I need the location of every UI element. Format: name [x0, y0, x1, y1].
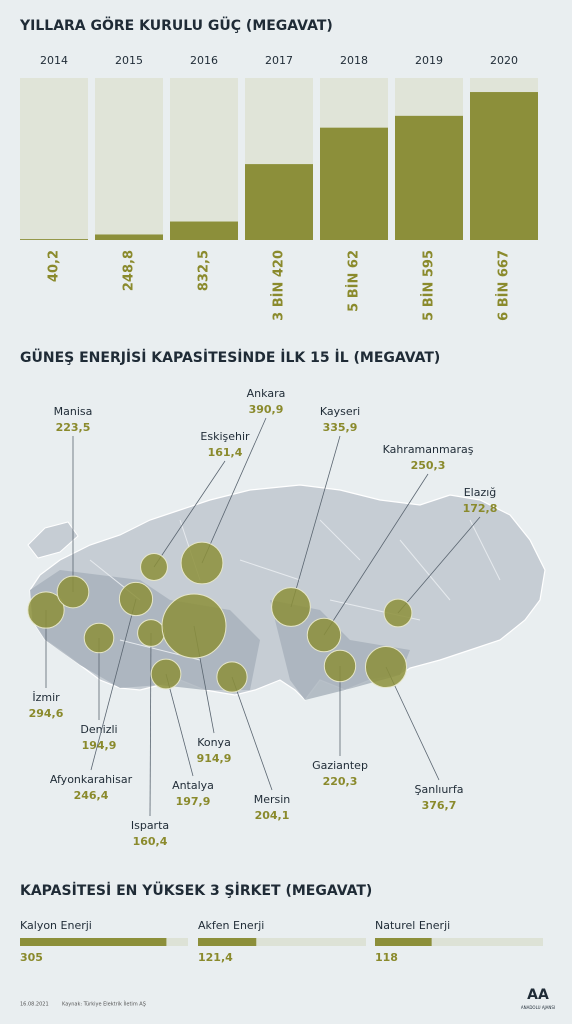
value-label: 305: [20, 951, 43, 964]
bar: [95, 234, 163, 240]
value-label: 194,9: [82, 739, 117, 752]
x-tick-label: 2014: [40, 54, 68, 67]
bar-background: [20, 78, 88, 240]
bubble: [180, 541, 224, 585]
bar: [245, 164, 313, 240]
x-tick-label: 2017: [265, 54, 293, 67]
leader-line: [323, 473, 429, 636]
city-name: Şanlıurfa: [415, 783, 464, 796]
bubble: [383, 598, 413, 628]
bubble: [216, 661, 248, 693]
leader-line: [201, 417, 267, 564]
value-label: 197,9: [176, 795, 211, 808]
value-label: 390,9: [249, 403, 284, 416]
value-label: 5 BİN 62: [346, 250, 362, 312]
company-name: Naturel Enerji: [375, 919, 450, 932]
bar: [320, 127, 388, 240]
bubble: [27, 591, 65, 629]
x-tick-label: 2020: [490, 54, 518, 67]
leader-line: [153, 460, 226, 568]
bubble: [364, 645, 408, 689]
value-label: 6 BİN 667: [496, 250, 512, 321]
bar-background: [198, 938, 366, 946]
value-label: 172,8: [463, 502, 498, 515]
agency: ANADOLU AJANSI: [521, 1005, 555, 1010]
chart-title: KAPASİTESİ EN YÜKSEK 3 ŞİRKET (MEGAVAT): [20, 881, 372, 899]
value-label: 204,1: [255, 809, 290, 822]
source: Kaynak: Türkiye Elektrik İletim AŞ: [62, 1001, 146, 1008]
bubble: [83, 622, 115, 654]
value-label: 5 BİN 595: [421, 250, 437, 321]
value-label: 160,4: [133, 835, 168, 848]
bubble: [140, 553, 168, 581]
bubble: [323, 649, 357, 683]
value-label: 3 BİN 420: [271, 250, 287, 321]
leader-line: [397, 516, 481, 614]
city-name: Antalya: [172, 779, 214, 792]
x-tick-label: 2015: [115, 54, 143, 67]
city-name: Mersin: [254, 793, 291, 806]
chart-title: GÜNEŞ ENERJİSİ KAPASİTESİNDE İLK 15 İL (…: [20, 348, 440, 366]
date: 16.08.2021: [20, 1002, 49, 1008]
value-label: 40,2: [47, 250, 62, 282]
bubble: [118, 581, 154, 617]
value-label: 246,4: [74, 789, 109, 802]
city-name: Kahramanmaraş: [383, 443, 474, 456]
bubble: [161, 593, 227, 659]
bubble: [56, 575, 90, 609]
city-name: Ankara: [247, 387, 286, 400]
city-name: Afyonkarahisar: [50, 773, 133, 786]
bar: [395, 115, 463, 240]
city-name: İzmir: [32, 691, 60, 704]
city-name: Denizli: [80, 723, 117, 736]
value-label: 335,9: [323, 421, 358, 434]
value-label: 118: [375, 951, 398, 964]
bar: [20, 239, 88, 240]
leader-line: [149, 632, 152, 817]
leader-line: [90, 598, 137, 771]
bar: [20, 938, 167, 946]
bubble: [306, 617, 342, 653]
leader-line: [231, 676, 273, 791]
city-name: Gaziantep: [312, 759, 368, 772]
bubble: [271, 587, 311, 627]
leader-line: [290, 435, 341, 608]
x-tick-label: 2016: [190, 54, 218, 67]
bubble: [137, 619, 165, 647]
value-label: 161,4: [208, 446, 243, 459]
company-name: Kalyon Enerji: [20, 919, 92, 932]
city-name: Manisa: [54, 405, 93, 418]
value-label: 832,5: [197, 250, 212, 291]
logo: AA: [527, 987, 549, 1003]
value-label: 294,6: [29, 707, 64, 720]
value-label: 376,7: [422, 799, 457, 812]
value-label: 121,4: [198, 951, 233, 964]
city-name: Kayseri: [320, 405, 360, 418]
bar-background: [170, 78, 238, 240]
bar: [375, 938, 432, 946]
x-tick-label: 2018: [340, 54, 368, 67]
bar: [170, 221, 238, 240]
value-label: 248,8: [122, 250, 137, 291]
company-name: Akfen Enerji: [198, 919, 264, 932]
chart-title: YILLARA GÖRE KURULU GÜÇ (MEGAVAT): [19, 16, 333, 34]
city-name: Elazığ: [464, 486, 497, 499]
bar: [470, 92, 538, 240]
leader-line: [165, 673, 194, 777]
bar: [198, 938, 257, 946]
city-name: Eskişehir: [200, 430, 250, 443]
value-label: 914,9: [197, 752, 232, 765]
bar-background: [95, 78, 163, 240]
bar-background: [375, 938, 543, 946]
x-tick-label: 2019: [415, 54, 443, 67]
city-name: Konya: [197, 736, 231, 749]
value-label: 220,3: [323, 775, 358, 788]
value-label: 250,3: [411, 459, 446, 472]
value-label: 223,5: [56, 421, 91, 434]
city-name: Isparta: [131, 819, 169, 832]
bubble: [150, 658, 182, 690]
